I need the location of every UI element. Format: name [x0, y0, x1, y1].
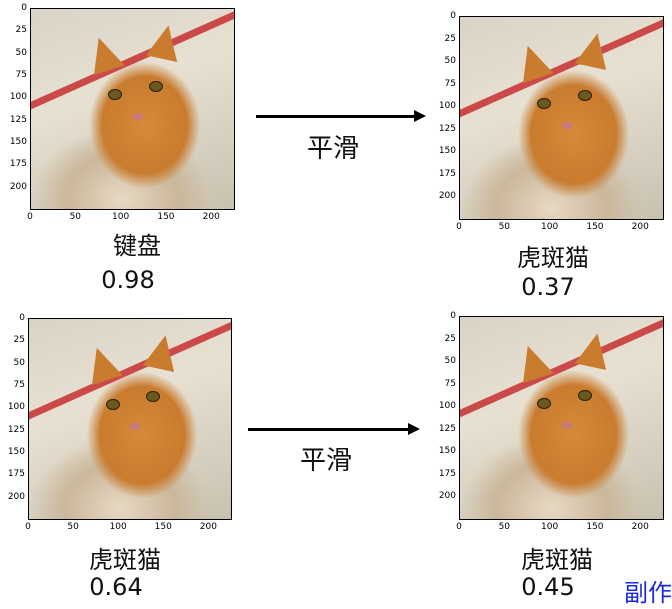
x-tick-label: 150 [586, 222, 604, 232]
y-tick-label: 175 [9, 159, 27, 170]
y-tick-label: 25 [444, 33, 456, 44]
y-tick-label: 25 [13, 335, 25, 346]
panel-2-label: 虎斑猫 [517, 244, 589, 272]
x-tick-label: 150 [157, 212, 175, 222]
x-tick-label: 0 [27, 212, 33, 222]
cat-image-4 [459, 316, 664, 520]
y-tick-label: 175 [7, 469, 25, 480]
y-tick-label: 150 [9, 136, 27, 147]
x-tick-label: 200 [199, 522, 217, 532]
watermark-text: 副作 [624, 579, 672, 607]
y-tick-label: 50 [444, 356, 456, 367]
y-tick-label: 0 [450, 311, 456, 321]
x-tick-label: 0 [456, 222, 462, 232]
y-tick-label: 175 [438, 168, 456, 179]
cat-image-3 [28, 318, 232, 520]
y-tick-label: 125 [438, 423, 456, 434]
x-tick-label: 100 [109, 522, 127, 532]
x-tick-label: 100 [541, 522, 559, 532]
arrow-2-head [408, 423, 420, 435]
arrow-2-line [248, 428, 410, 431]
x-tick-label: 200 [631, 222, 649, 232]
x-tick-label: 150 [154, 522, 172, 532]
y-tick-label: 200 [9, 181, 27, 192]
y-tick-label: 0 [450, 11, 456, 21]
panel-3-label: 虎斑猫 [89, 546, 161, 574]
panel-1-score: 0.98 [101, 266, 155, 294]
x-tick-label: 150 [586, 522, 604, 532]
y-tick-label: 75 [444, 378, 456, 389]
y-tick-label: 150 [438, 146, 456, 157]
arrow-1-line [256, 115, 416, 118]
y-tick-label: 200 [438, 191, 456, 202]
arrow-1-label: 平滑 [307, 134, 360, 164]
y-tick-label: 200 [438, 491, 456, 502]
x-tick-label: 200 [631, 522, 649, 532]
y-tick-label: 75 [13, 379, 25, 390]
x-tick-label: 100 [541, 222, 559, 232]
y-tick-label: 75 [15, 69, 27, 80]
y-tick-label: 100 [9, 92, 27, 103]
y-tick-label: 200 [7, 491, 25, 502]
y-tick-label: 100 [438, 401, 456, 412]
x-tick-label: 100 [112, 212, 130, 222]
panel-3-score: 0.64 [89, 573, 143, 601]
x-tick-label: 0 [456, 522, 462, 532]
panel-4-label: 虎斑猫 [521, 546, 593, 574]
y-tick-label: 100 [7, 402, 25, 413]
y-tick-label: 125 [438, 123, 456, 134]
y-tick-label: 0 [21, 3, 27, 13]
x-tick-label: 50 [67, 522, 79, 532]
y-tick-label: 150 [7, 446, 25, 457]
x-tick-label: 50 [69, 212, 82, 222]
y-tick-label: 25 [444, 333, 456, 344]
y-tick-label: 125 [7, 424, 25, 435]
y-tick-label: 100 [438, 101, 456, 112]
x-tick-label: 50 [498, 222, 511, 232]
x-tick-label: 50 [498, 522, 511, 532]
panel-2-score: 0.37 [521, 273, 575, 301]
arrow-1-head [414, 110, 426, 122]
panel-4-score: 0.45 [521, 573, 575, 601]
y-tick-label: 150 [438, 446, 456, 457]
cat-image-2 [459, 16, 664, 220]
y-tick-label: 50 [15, 47, 27, 58]
y-tick-label: 0 [19, 313, 25, 323]
y-tick-label: 125 [9, 114, 27, 125]
x-tick-label: 0 [25, 522, 31, 532]
panel-1-label: 键盘 [113, 232, 161, 260]
y-tick-label: 175 [438, 468, 456, 479]
y-tick-label: 50 [444, 56, 456, 67]
arrow-2-label: 平滑 [300, 446, 353, 476]
y-tick-label: 25 [15, 25, 27, 36]
x-tick-label: 200 [202, 212, 220, 222]
y-tick-label: 75 [444, 78, 456, 89]
cat-image-1 [30, 8, 235, 210]
y-tick-label: 50 [13, 357, 25, 368]
